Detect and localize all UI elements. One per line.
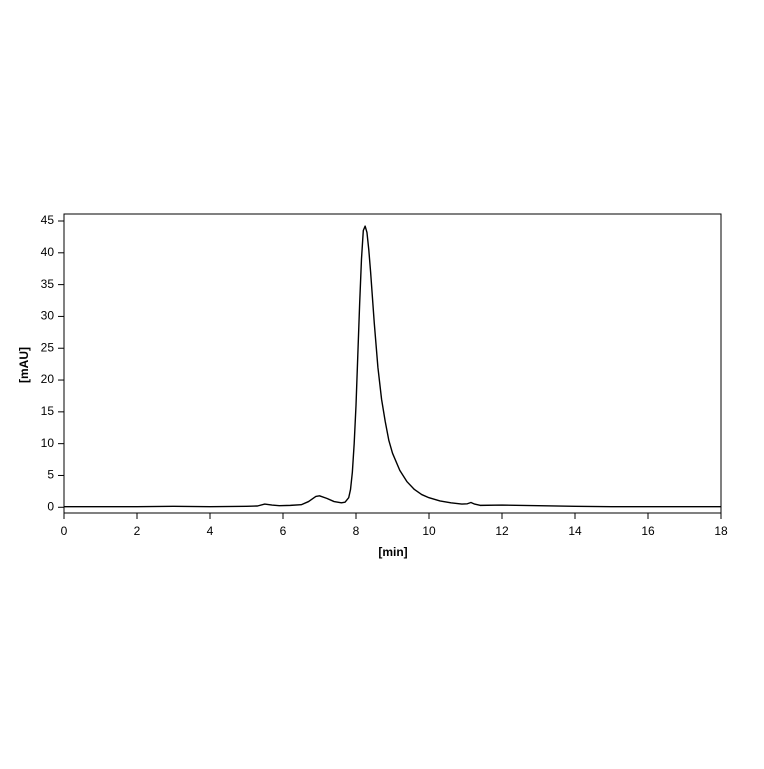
data-line [64, 225, 721, 508]
y-tick-label: 15 [41, 404, 55, 418]
y-tick-label: 40 [41, 245, 55, 259]
x-tick-label: 10 [422, 524, 436, 538]
x-tick-label: 0 [61, 524, 68, 538]
x-tick-label: 12 [495, 524, 509, 538]
y-tick-label: 20 [41, 372, 55, 386]
y-tick-label: 45 [41, 213, 55, 227]
x-tick-label: 2 [134, 524, 141, 538]
y-axis-label: [mAU] [17, 347, 31, 383]
x-tick-label: 4 [207, 524, 214, 538]
x-axis-label: [min] [378, 545, 407, 559]
x-tick-label: 8 [353, 524, 360, 538]
y-tick-label: 10 [41, 436, 55, 450]
y-tick-label: 5 [47, 468, 54, 482]
x-tick-label: 18 [714, 524, 728, 538]
plot-frame [63, 213, 722, 514]
y-tick-label: 30 [41, 309, 55, 323]
x-tick-label: 16 [641, 524, 655, 538]
y-tick-label: 35 [41, 277, 55, 291]
y-tick-label: 0 [47, 499, 54, 513]
y-tick-label: 25 [41, 340, 55, 354]
x-tick-label: 6 [280, 524, 287, 538]
x-tick-label: 14 [568, 524, 582, 538]
